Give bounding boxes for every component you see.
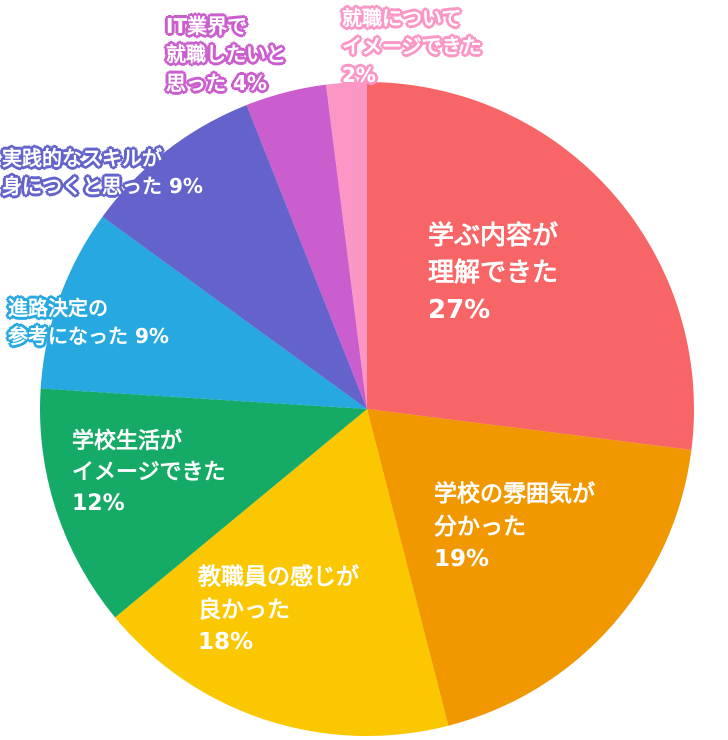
slice-label-7: 就職について イメージできた 2% [342, 4, 482, 89]
pie-slice-7 [326, 82, 367, 409]
pie-slice-0 [367, 82, 694, 450]
slice-label-4-line-2: 参考になった 9% [8, 324, 169, 348]
slice-label-1-line-2: 分かった [434, 513, 526, 540]
pie-slice-3 [40, 388, 368, 618]
pie-slices [40, 82, 694, 736]
slice-label-1: 学校の雰囲気が 分かった 19% [434, 478, 595, 576]
slice-label-3-line-3: 12% [72, 491, 125, 517]
pie-slice-6 [246, 84, 367, 409]
slice-label-1-line-3: 19% [434, 546, 490, 573]
slice-label-0-line-2: 理解できた [428, 257, 559, 288]
slice-label-0: 学ぶ内容が 理解できた 27% [428, 218, 558, 329]
slice-label-5-line-1: 実践的なスキルが [2, 146, 162, 170]
slice-label-6-line-3: 思った 4% [166, 70, 267, 95]
slice-label-2-line-1: 教職員の感じが [198, 564, 359, 590]
slice-label-0-line-1: 学ぶ内容が [428, 221, 559, 251]
slice-label-1-line-1: 学校の雰囲気が [434, 481, 595, 507]
slice-label-2-line-2: 良かった [198, 596, 290, 623]
slice-label-7-line-3: 2% [342, 62, 376, 87]
slice-label-3-line-1: 学校生活が [72, 429, 183, 454]
pie-slice-2 [115, 409, 449, 736]
slice-label-5: 実践的なスキルが 身につくと思った 9% [2, 144, 203, 200]
slice-label-3: 学校生活が イメージできた 12% [72, 426, 226, 520]
slice-label-6-line-1: IT業界で [166, 14, 248, 38]
slice-label-7-line-1: 就職について [342, 6, 462, 30]
pie-slice-1 [367, 409, 692, 726]
pie-slice-5 [102, 104, 367, 410]
slice-label-4-line-1: 進路決定の [8, 296, 108, 320]
slice-label-3-line-2: イメージできた [72, 460, 226, 486]
slice-label-7-line-2: イメージできた [342, 34, 482, 59]
slice-label-5-line-2: 身につくと思った 9% [2, 174, 203, 198]
slice-label-6-line-2: 就職したいと [166, 42, 286, 67]
slice-label-0-line-3: 27% [428, 294, 491, 325]
slice-label-4: 進路決定の 参考になった 9% [8, 294, 169, 350]
pie-slice-4 [40, 216, 367, 409]
slice-label-2: 教職員の感じが 良かった 18% [198, 561, 359, 659]
slice-label-6: IT業界で 就職したいと 思った 4% [166, 12, 286, 97]
slice-label-2-line-3: 18% [198, 629, 254, 656]
